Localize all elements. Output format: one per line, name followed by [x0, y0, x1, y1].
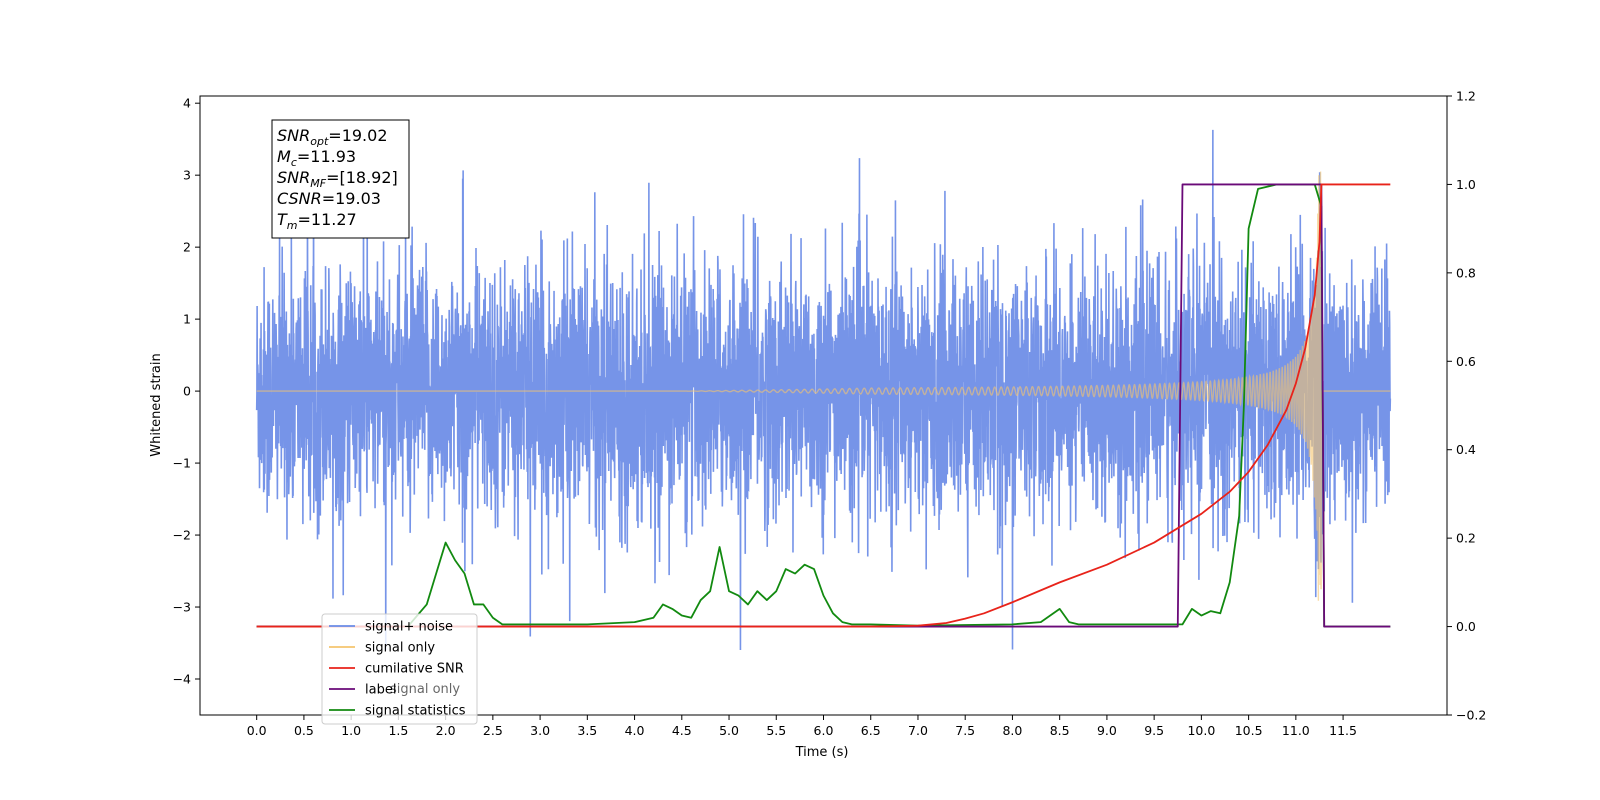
annotation-line: CSNR=19.03: [277, 189, 381, 208]
series-label: [256, 183, 1391, 628]
legend-label: signal only: [365, 641, 435, 656]
legend-overlap-text: signal only: [390, 682, 460, 697]
legend-label: cumilative SNR: [365, 662, 464, 677]
series-signal-plus-noise: [255, 129, 1392, 651]
x-tick-label: 10.5: [1235, 723, 1263, 738]
legend-frame: [321, 613, 478, 725]
x-tick-label: 8.0: [1002, 723, 1022, 738]
annotation-line: SNRMF=[18.92]: [277, 168, 398, 190]
series-layer: [255, 129, 1392, 651]
legend-label: signal+ noise: [365, 620, 453, 635]
x-tick-label: 8.5: [1050, 723, 1070, 738]
x-tick-label: 2.5: [483, 723, 503, 738]
x-tick-label: 0.5: [294, 723, 314, 738]
x-tick-label: 1.5: [388, 723, 408, 738]
series-cumulative-snr: [256, 183, 1391, 628]
y-tick-label-left: −3: [173, 600, 191, 615]
x-axis-label: Time (s): [795, 745, 849, 760]
y-tick-label-right: −0.2: [1456, 708, 1486, 723]
x-tick-label: 5.5: [766, 723, 786, 738]
x-tick-label: 4.5: [672, 723, 692, 738]
x-tick-label: 9.5: [1144, 723, 1164, 738]
x-tick-label: 11.0: [1282, 723, 1310, 738]
x-tick-label: 0.0: [247, 723, 267, 738]
y-tick-label-right: 1.2: [1456, 89, 1476, 104]
legend: signal+ noise signal only cumilative SNR la…: [321, 613, 478, 725]
x-tick-label: 4.0: [625, 723, 645, 738]
x-tick-label: 1.0: [341, 723, 361, 738]
y-tick-label-left: 2: [183, 240, 191, 255]
y-tick-label-right: 0.2: [1456, 531, 1476, 546]
series-signal-statistics: [256, 183, 1391, 628]
x-tick-label: 5.0: [719, 723, 739, 738]
y-tick-label-left: 4: [183, 96, 191, 111]
y-axis-label-left: Whitened strain: [149, 353, 164, 456]
y-tick-label-left: 1: [183, 312, 191, 327]
series-signal-only: [256, 171, 1391, 601]
y-tick-label-left: −1: [173, 456, 191, 471]
x-tick-label: 6.0: [814, 723, 834, 738]
x-tick-label: 7.0: [908, 723, 928, 738]
x-tick-label: 7.5: [955, 723, 975, 738]
y-tick-label-right: 0.4: [1456, 442, 1476, 457]
legend-label: label: [365, 683, 396, 698]
x-tick-label: 6.5: [861, 723, 881, 738]
annotation-box: SNRopt=19.02Mc=11.93SNRMF=[18.92]CSNR=19…: [271, 119, 410, 239]
y-tick-label-right: 0.8: [1456, 265, 1476, 280]
x-tick-label: 10.0: [1187, 723, 1215, 738]
y-tick-label-right: 0.6: [1456, 354, 1476, 369]
y-tick-label-left: 0: [183, 384, 191, 399]
x-tick-label: 3.0: [530, 723, 550, 738]
x-tick-label: 2.0: [436, 723, 456, 738]
y-tick-label-right: 0.0: [1456, 619, 1476, 634]
x-tick-label: 3.5: [577, 723, 597, 738]
y-axis-left: −4 −3 −2 −1 0 1 2 3 4: [173, 96, 200, 687]
legend-label: signal statistics: [365, 704, 466, 719]
x-tick-label: 9.0: [1097, 723, 1117, 738]
x-axis: 0.0 0.5 1.0 1.5 2.0 2.5 3.0 3.5 4.0 4.5 5.0 5.5 6.0 6…: [247, 715, 1357, 738]
annotation-frame: [271, 119, 410, 239]
y-tick-label-right: 1.0: [1456, 177, 1476, 192]
annotation-line: Mc=11.93: [277, 147, 356, 169]
y-tick-label-left: −4: [173, 672, 191, 687]
y-axis-right: −0.2 0.0 0.2 0.4 0.6 0.8 1.0 1.2: [1447, 89, 1486, 723]
x-tick-label: 11.5: [1329, 723, 1357, 738]
y-tick-label-left: −2: [173, 528, 191, 543]
annotation-line: SNRopt=19.02: [277, 126, 388, 148]
y-tick-label-left: 3: [183, 168, 191, 183]
annotation-line: Tm=11.27: [277, 210, 357, 232]
